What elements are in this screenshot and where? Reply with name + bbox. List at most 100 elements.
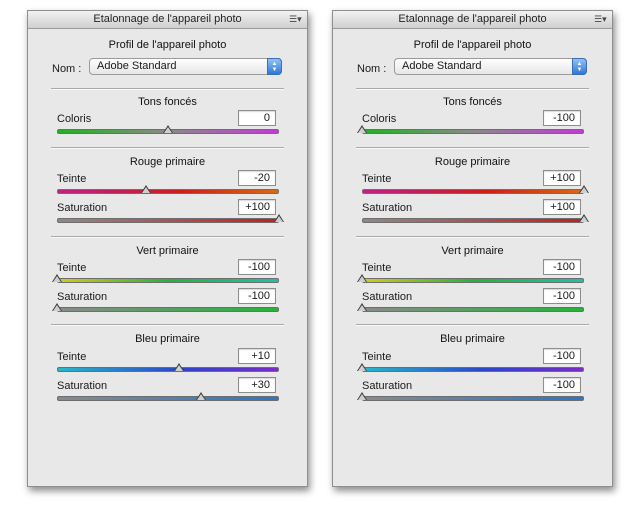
slider-track bbox=[362, 129, 584, 134]
blue-saturation-input[interactable]: +30 bbox=[238, 377, 276, 393]
green-teinte-label: Teinte bbox=[362, 262, 392, 274]
green-teinte-slider[interactable] bbox=[52, 274, 279, 288]
slider-track bbox=[362, 307, 584, 312]
divider bbox=[51, 88, 284, 89]
blue-teinte-input[interactable]: -100 bbox=[543, 348, 581, 364]
slider-track bbox=[57, 218, 279, 223]
profile-select-value: Adobe Standard bbox=[402, 60, 482, 72]
blue-saturation-label: Saturation bbox=[362, 380, 413, 392]
red-saturation-input[interactable]: +100 bbox=[543, 199, 581, 215]
blue-teinte-slider[interactable] bbox=[57, 363, 279, 377]
slider-thumb-icon[interactable] bbox=[357, 274, 367, 282]
slider-thumb-icon[interactable] bbox=[174, 363, 185, 371]
dropdown-arrows-icon: ▲ ▼ bbox=[267, 58, 282, 75]
panel-menu-icon[interactable]: ☰▾ bbox=[594, 14, 607, 24]
red-primary-heading: Rouge primaire bbox=[434, 156, 511, 168]
blue-teinte-label: Teinte bbox=[362, 351, 392, 363]
green-saturation-slider[interactable] bbox=[52, 303, 279, 317]
green-teinte-input[interactable]: -100 bbox=[543, 259, 581, 275]
divider bbox=[356, 236, 589, 237]
blue-saturation-slider[interactable] bbox=[57, 392, 279, 406]
green-teinte-label: Teinte bbox=[57, 262, 87, 274]
red-teinte-input[interactable]: +100 bbox=[543, 170, 581, 186]
blue-teinte-slider[interactable] bbox=[357, 363, 584, 377]
divider bbox=[356, 147, 589, 148]
slider-track bbox=[57, 396, 279, 401]
slider-thumb-icon[interactable] bbox=[357, 363, 367, 371]
red-teinte-input[interactable]: -20 bbox=[238, 170, 276, 186]
slider-track bbox=[362, 367, 584, 372]
slider-thumb-icon[interactable] bbox=[357, 303, 367, 311]
camera-calibration-panel-right: Etalonnage de l'appareil photo ☰▾ Profil… bbox=[332, 10, 613, 487]
slider-track bbox=[57, 189, 279, 194]
profile-select-value: Adobe Standard bbox=[97, 60, 177, 72]
red-saturation-label: Saturation bbox=[362, 202, 413, 214]
coloris-label: Coloris bbox=[362, 113, 397, 125]
red-teinte-slider[interactable] bbox=[57, 185, 279, 199]
red-teinte-slider[interactable] bbox=[362, 185, 589, 199]
slider-thumb-icon[interactable] bbox=[196, 392, 207, 400]
camera-calibration-panel-left: Etalonnage de l'appareil photo ☰▾ Profil… bbox=[27, 10, 308, 487]
green-teinte-input[interactable]: -100 bbox=[238, 259, 276, 275]
blue-saturation-label: Saturation bbox=[57, 380, 108, 392]
red-saturation-label: Saturation bbox=[57, 202, 108, 214]
panel-title[interactable]: Etalonnage de l'appareil photo bbox=[333, 11, 612, 29]
slider-thumb-icon[interactable] bbox=[52, 303, 62, 311]
red-primary-heading: Rouge primaire bbox=[129, 156, 206, 168]
red-saturation-input[interactable]: +100 bbox=[238, 199, 276, 215]
profile-heading: Profil de l'appareil photo bbox=[413, 39, 532, 51]
panel-title[interactable]: Etalonnage de l'appareil photo bbox=[28, 11, 307, 29]
slider-thumb-icon[interactable] bbox=[52, 274, 62, 282]
slider-thumb-icon[interactable] bbox=[274, 214, 284, 222]
coloris-label: Coloris bbox=[57, 113, 92, 125]
slider-thumb-icon[interactable] bbox=[579, 214, 589, 222]
green-primary-heading: Vert primaire bbox=[136, 245, 199, 257]
slider-track bbox=[57, 307, 279, 312]
blue-saturation-slider[interactable] bbox=[357, 392, 584, 406]
slider-thumb-icon[interactable] bbox=[140, 185, 151, 193]
slider-track bbox=[362, 218, 584, 223]
green-saturation-label: Saturation bbox=[362, 291, 413, 303]
slider-thumb-icon[interactable] bbox=[163, 125, 173, 133]
red-saturation-slider[interactable] bbox=[362, 214, 589, 228]
divider bbox=[356, 324, 589, 325]
profile-heading: Profil de l'appareil photo bbox=[108, 39, 227, 51]
slider-track bbox=[57, 367, 279, 372]
green-saturation-input[interactable]: -100 bbox=[238, 288, 276, 304]
blue-primary-heading: Bleu primaire bbox=[135, 333, 200, 345]
nom-label: Nom : bbox=[357, 63, 387, 75]
coloris-input[interactable]: -100 bbox=[543, 110, 581, 126]
green-saturation-label: Saturation bbox=[57, 291, 108, 303]
green-teinte-slider[interactable] bbox=[357, 274, 584, 288]
coloris-slider[interactable] bbox=[357, 125, 584, 139]
slider-thumb-icon[interactable] bbox=[357, 392, 367, 400]
slider-track bbox=[362, 396, 584, 401]
nom-label: Nom : bbox=[52, 63, 82, 75]
slider-track bbox=[57, 278, 279, 283]
green-primary-heading: Vert primaire bbox=[441, 245, 504, 257]
profile-select[interactable]: Adobe Standard ▲ ▼ bbox=[394, 58, 587, 75]
green-saturation-input[interactable]: -100 bbox=[543, 288, 581, 304]
shadows-heading: Tons foncés bbox=[443, 96, 502, 108]
slider-track bbox=[362, 189, 584, 194]
coloris-slider[interactable] bbox=[57, 125, 279, 139]
profile-select[interactable]: Adobe Standard ▲ ▼ bbox=[89, 58, 282, 75]
divider bbox=[51, 324, 284, 325]
coloris-input[interactable]: 0 bbox=[238, 110, 276, 126]
blue-teinte-label: Teinte bbox=[57, 351, 87, 363]
slider-thumb-icon[interactable] bbox=[357, 125, 367, 133]
green-saturation-slider[interactable] bbox=[357, 303, 584, 317]
divider bbox=[51, 236, 284, 237]
panel-menu-icon[interactable]: ☰▾ bbox=[289, 14, 302, 24]
red-teinte-label: Teinte bbox=[57, 173, 87, 185]
divider bbox=[356, 88, 589, 89]
shadows-heading: Tons foncés bbox=[138, 96, 197, 108]
blue-teinte-input[interactable]: +10 bbox=[238, 348, 276, 364]
slider-track bbox=[362, 278, 584, 283]
blue-primary-heading: Bleu primaire bbox=[440, 333, 505, 345]
dropdown-arrows-icon: ▲ ▼ bbox=[572, 58, 587, 75]
red-teinte-label: Teinte bbox=[362, 173, 392, 185]
blue-saturation-input[interactable]: -100 bbox=[543, 377, 581, 393]
slider-thumb-icon[interactable] bbox=[579, 185, 589, 193]
red-saturation-slider[interactable] bbox=[57, 214, 284, 228]
